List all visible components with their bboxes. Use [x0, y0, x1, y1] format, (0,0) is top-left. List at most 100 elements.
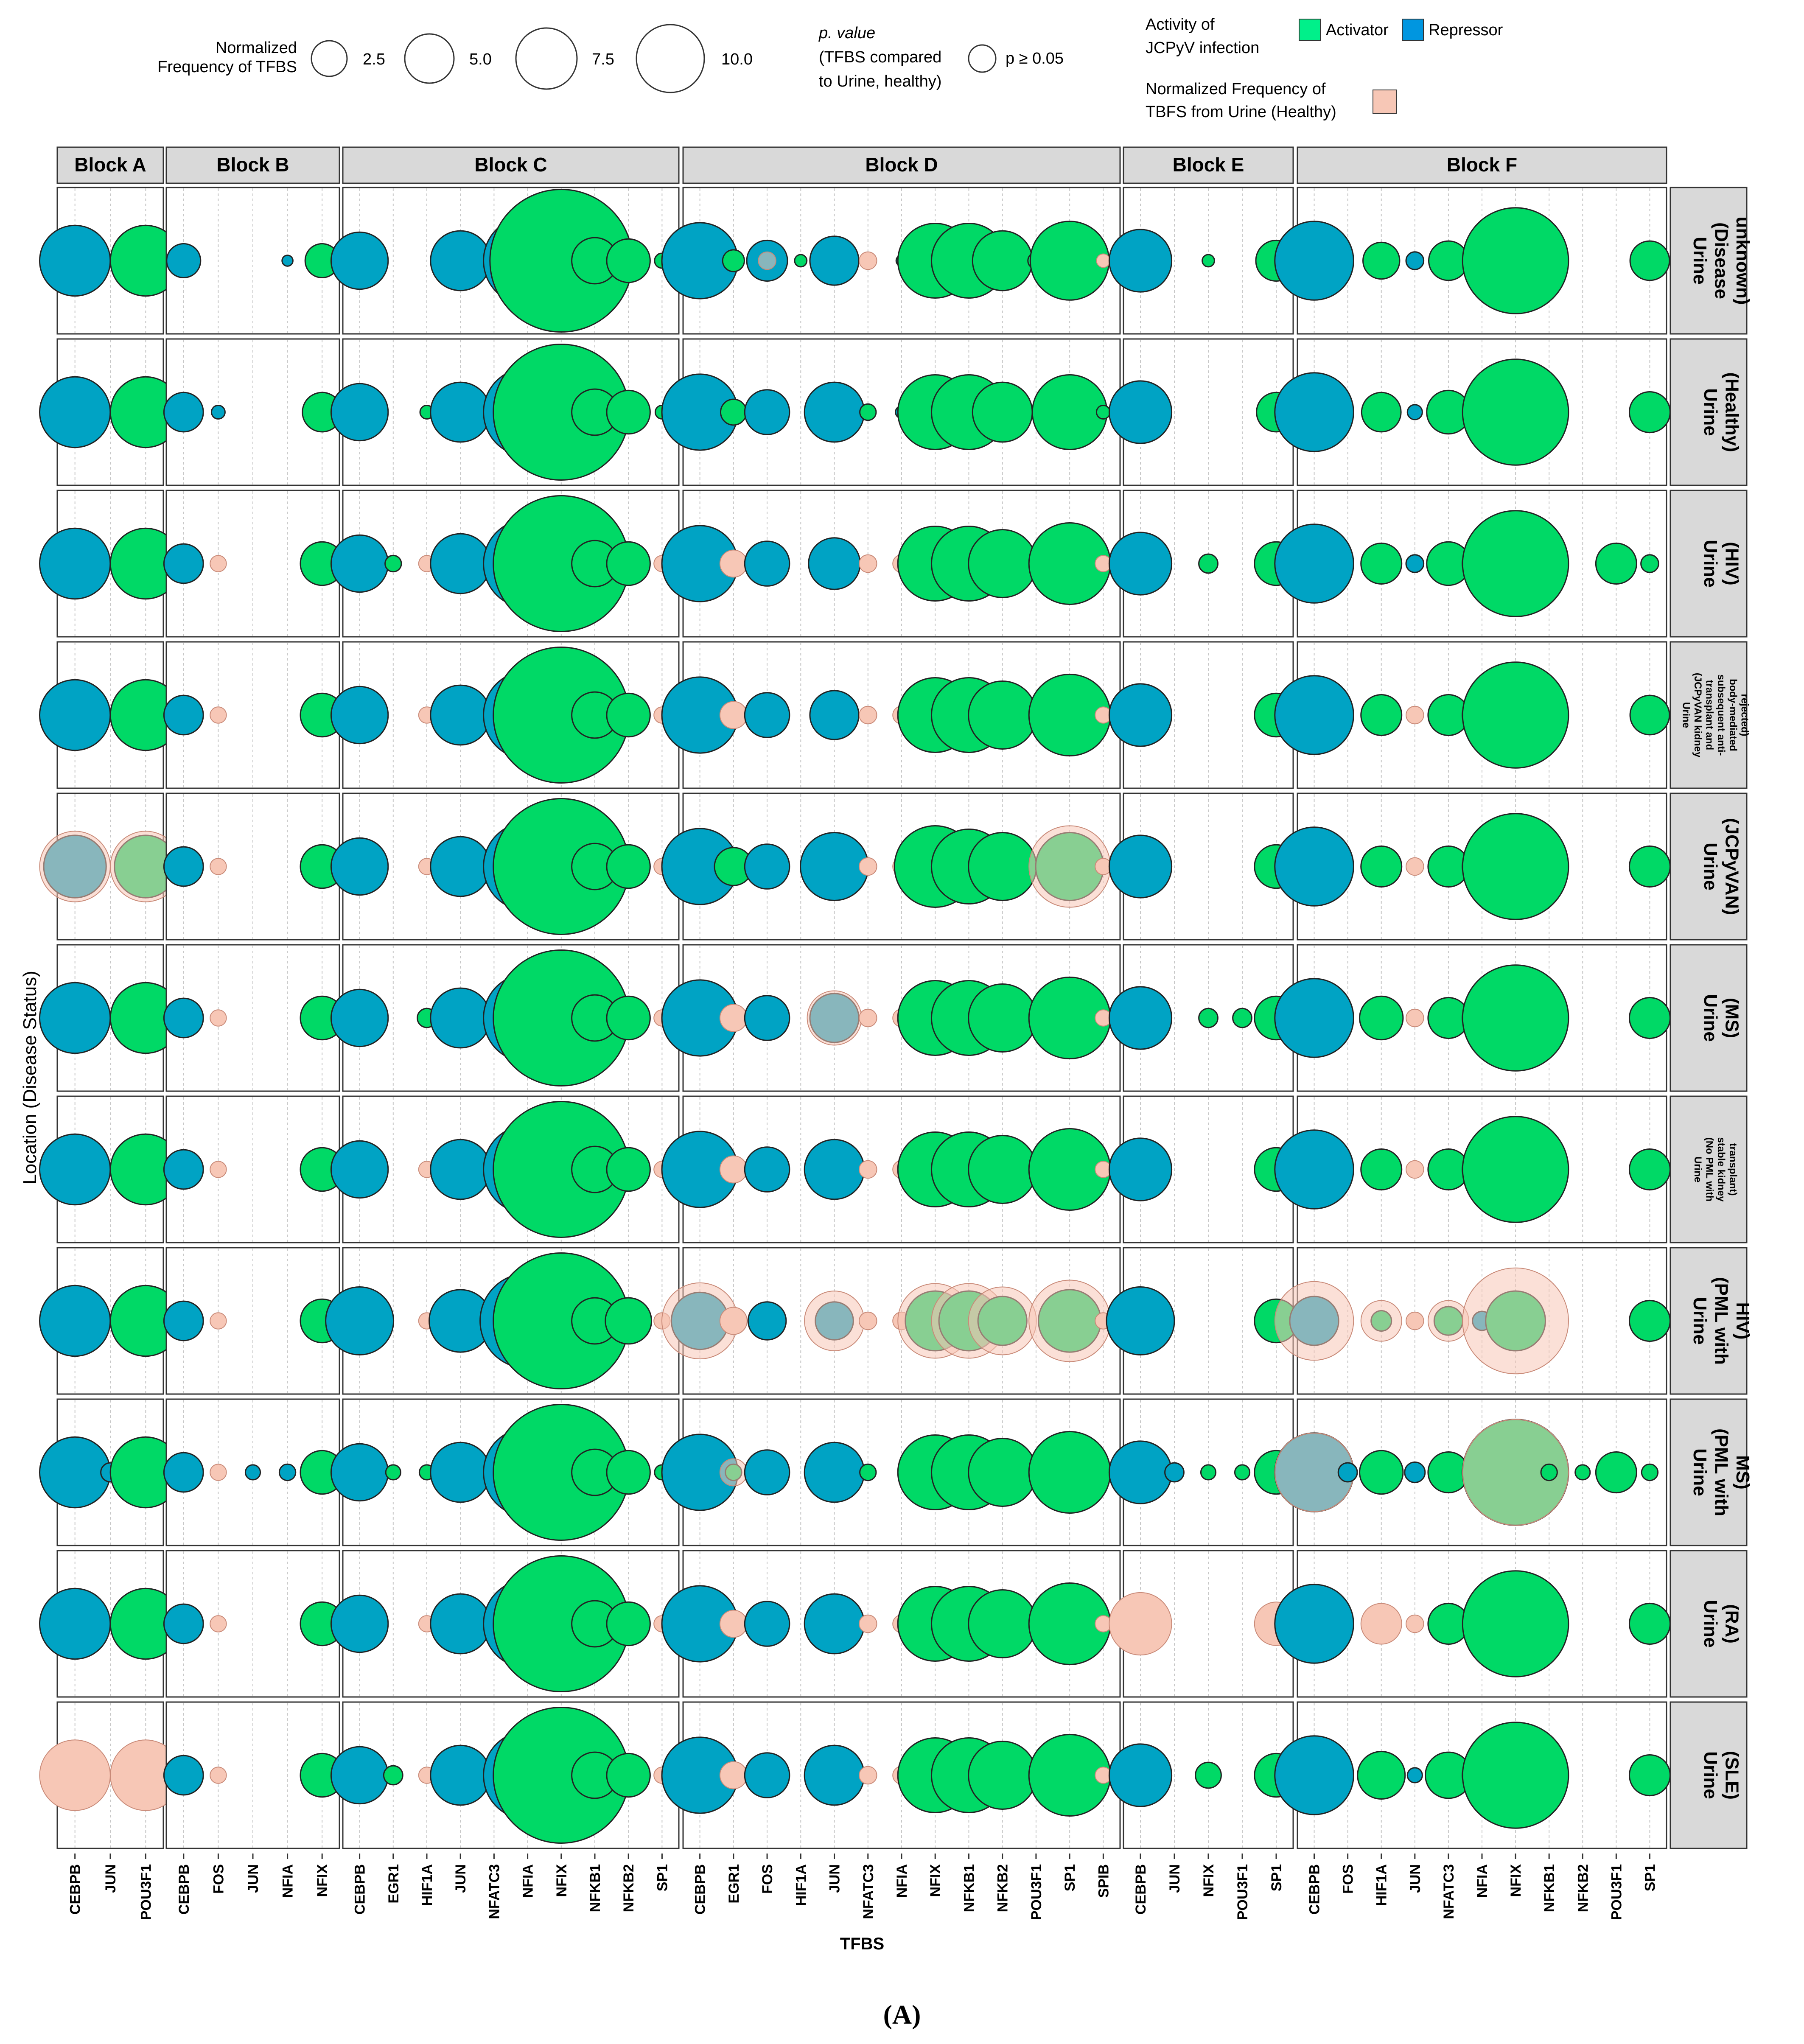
block-title-1: Block A — [74, 154, 146, 176]
bubble-8-5-CEBPB — [1106, 1286, 1175, 1355]
bubble-11-3-EGR1 — [383, 1765, 403, 1786]
healthy-bubble-5-6-JUN — [1406, 857, 1424, 876]
row-label-2-line-2: (Healthy) — [1722, 372, 1742, 452]
bubble-1-1-CEBPB — [39, 224, 111, 297]
bubble-7-6-NFIX — [1462, 1116, 1569, 1223]
healthy-bubble-3-4-EGR1 — [719, 549, 748, 578]
block-strip-5 — [1123, 146, 1294, 184]
size-legend-circle-10.0 — [636, 24, 705, 93]
bubble-4-1-CEBPB — [39, 679, 111, 751]
healthy-legend-title-2: TBFS from Urine (Healthy) — [1146, 103, 1336, 121]
bubble-8-4-FOS — [747, 1301, 787, 1341]
bubble-2-6-CEBPB — [1274, 372, 1354, 452]
tick-label-3-NFKB2: NFKB2 — [621, 1864, 637, 1912]
bubble-2-2-FOS — [210, 405, 226, 420]
healthy-bubble-5-1-CEBPB — [39, 831, 111, 902]
tick-label-5-CEBPB: CEBPB — [1133, 1864, 1149, 1915]
tick-label-4-POU3F1: POU3F1 — [1028, 1864, 1045, 1920]
bubble-8-1-CEBPB — [39, 1285, 111, 1357]
row-strip-7 — [1670, 1095, 1748, 1243]
healthy-bubble-9-4-EGR1 — [719, 1458, 748, 1487]
healthy-bubble-8-4-JUN — [804, 1291, 865, 1351]
healthy-bubble-10-4-NFATC3 — [858, 1614, 877, 1633]
bubble-3-6-CEBPB — [1274, 524, 1354, 604]
healthy-bubble-9-6-NFIX — [1462, 1419, 1569, 1526]
tick-label-2-FOS: FOS — [210, 1864, 227, 1894]
bubble-8-3-CEBPB — [325, 1286, 395, 1355]
bubble-5-6-NFIX — [1462, 813, 1569, 920]
facet-grid: Block A CEBPB JUN POU3F1 Block B CEBPB FOS JUN N… — [39, 146, 1753, 1920]
pvalue-legend-title-2: (TFBS compared — [819, 48, 941, 66]
row-label-5-line-2: (JCPyVAN) — [1722, 818, 1742, 915]
row-label-6-line-1: Urine — [1700, 994, 1721, 1042]
size-legend: Normalized Frequency of TFBS 2.5 5.0 7.5… — [157, 24, 753, 93]
row-label-8-line-1: Urine — [1689, 1297, 1710, 1344]
block-title-2: Block B — [216, 154, 289, 176]
bubble-3-6-HIF1A — [1360, 543, 1403, 585]
tick-label-4-FOS: FOS — [759, 1864, 776, 1894]
tick-label-6-POU3F1: POU3F1 — [1608, 1864, 1625, 1920]
bubble-9-4-NFKB2 — [968, 1438, 1037, 1507]
tick-label-1-CEBPB: CEBPB — [67, 1864, 84, 1915]
bubble-3-4-FOS — [744, 540, 790, 587]
bubble-5-6-HIF1A — [1360, 846, 1403, 888]
tick-label-6-CEBPB: CEBPB — [1307, 1864, 1323, 1915]
bubble-4-4-NFKB2 — [968, 680, 1037, 750]
bubble-3-3-NFKB2 — [606, 541, 651, 586]
tick-label-3-EGR1: EGR1 — [386, 1864, 402, 1904]
bubble-1-6-NFIX — [1462, 207, 1569, 314]
bubble-2-4-FOS — [744, 389, 790, 435]
size-legend-label-10.0: 10.0 — [721, 50, 753, 68]
row-label-4-line-6: rejected) — [1739, 694, 1750, 736]
bubble-3-3-JUN — [430, 533, 491, 594]
row-label-7-line-1: Urine — [1692, 1156, 1703, 1182]
bubble-5-3-JUN — [430, 836, 491, 897]
healthy-bubble-3-2-FOS — [210, 555, 227, 572]
bubble-5-2-CEBPB — [163, 846, 204, 887]
figure-caption: (A) — [883, 1999, 921, 2030]
size-legend-title-1: Normalized — [216, 39, 297, 57]
bubble-5-5-CEBPB — [1108, 834, 1173, 899]
tick-label-4-HIF1A: HIF1A — [793, 1864, 809, 1906]
healthy-bubble-6-2-FOS — [210, 1009, 227, 1027]
repressor-swatch — [1402, 19, 1424, 41]
tick-label-5-NFIX: NFIX — [1201, 1864, 1217, 1897]
block-title-4: Block D — [865, 154, 938, 176]
bubble-4-3-NFKB2 — [606, 692, 651, 738]
bubble-11-5-NFIX — [1195, 1761, 1222, 1789]
block-strip-3 — [342, 146, 680, 184]
healthy-bubble-10-4-EGR1 — [719, 1610, 748, 1638]
tick-label-4-JUN: JUN — [827, 1864, 843, 1893]
bubble-3-6-SP1 — [1640, 554, 1659, 573]
bubble-6-6-HIF1A — [1359, 995, 1404, 1041]
bubble-2-6-HIF1A — [1361, 392, 1402, 433]
size-legend-circle-7.5 — [515, 27, 578, 90]
bubble-9-3-JUN — [430, 1442, 491, 1503]
row-label-8-line-3: HIV) — [1732, 1302, 1753, 1340]
row-label-2-line-1: Urine — [1700, 388, 1721, 436]
bubble-2-3-NFKB2 — [606, 389, 651, 435]
bubble-7-6-SP1 — [1628, 1148, 1671, 1190]
healthy-bubble-8-2-FOS — [210, 1312, 227, 1330]
block-title-5: Block E — [1173, 154, 1244, 176]
bubble-9-4-JUN — [804, 1442, 865, 1503]
bubble-10-3-JUN — [430, 1593, 491, 1655]
bubble-11-4-JUN — [804, 1744, 865, 1806]
healthy-bubble-11-4-NFATC3 — [858, 1766, 877, 1785]
bubble-9-3-CEBPB — [330, 1443, 389, 1502]
healthy-bubble-8-6-NFIX — [1462, 1267, 1569, 1375]
bubble-10-3-NFKB2 — [606, 1601, 651, 1646]
healthy-bubble-6-4-JUN — [807, 990, 862, 1046]
bubble-7-6-HIF1A — [1360, 1148, 1403, 1190]
tick-label-3-NFATC3: NFATC3 — [486, 1864, 502, 1919]
healthy-legend: Normalized Frequency of TBFS from Urine … — [1146, 80, 1397, 121]
healthy-bubble-8-6-CEBPB — [1274, 1281, 1354, 1361]
bubble-2-4-SPIB — [1095, 405, 1111, 420]
bubble-4-3-JUN — [430, 684, 491, 746]
row-label-1-line-2: (Disease — [1711, 222, 1731, 299]
row-label-10-line-1: Urine — [1700, 1600, 1721, 1647]
bubble-6-4-FOS — [744, 995, 790, 1041]
bubble-1-4-JUN — [809, 235, 860, 286]
bubble-1-4-EGR1 — [722, 249, 745, 272]
tick-label-6-JUN: JUN — [1407, 1864, 1423, 1893]
